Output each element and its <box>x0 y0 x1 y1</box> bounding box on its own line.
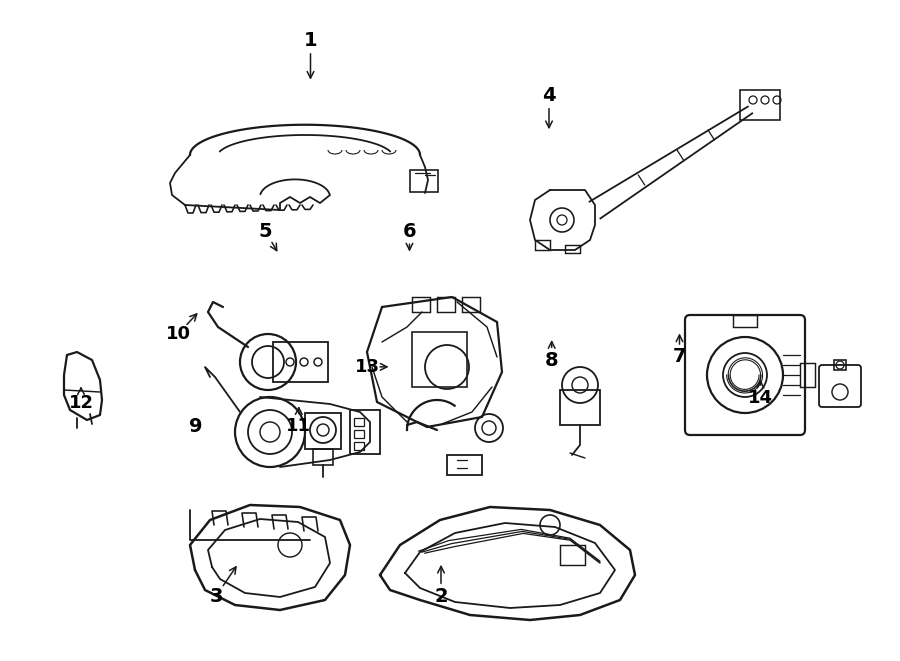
Text: 12: 12 <box>68 394 94 412</box>
Bar <box>740 90 780 120</box>
Text: 14: 14 <box>748 389 773 407</box>
Text: 11: 11 <box>286 417 311 436</box>
Text: 3: 3 <box>209 587 223 605</box>
Bar <box>354 442 364 450</box>
Text: 10: 10 <box>166 325 191 343</box>
Bar <box>354 430 364 438</box>
Bar <box>560 545 585 565</box>
Bar <box>437 297 455 312</box>
Text: 7: 7 <box>673 348 686 366</box>
Bar <box>273 342 328 382</box>
Bar <box>560 390 600 425</box>
Text: 4: 4 <box>542 87 556 105</box>
Bar <box>354 418 364 426</box>
Bar <box>565 245 580 253</box>
Text: 9: 9 <box>189 417 202 436</box>
Bar <box>535 240 550 250</box>
Bar <box>313 449 333 465</box>
Bar <box>410 170 438 192</box>
Bar <box>447 455 482 475</box>
Bar <box>412 332 467 387</box>
Text: 1: 1 <box>303 32 318 50</box>
Text: 13: 13 <box>355 358 380 376</box>
Bar <box>462 297 480 312</box>
Bar <box>834 360 846 370</box>
Text: 8: 8 <box>544 351 559 369</box>
Text: 6: 6 <box>402 222 417 241</box>
Text: 5: 5 <box>258 222 273 241</box>
Bar <box>733 315 757 327</box>
Bar <box>350 410 380 454</box>
Bar <box>412 297 430 312</box>
Bar <box>305 413 341 449</box>
Bar <box>800 363 815 387</box>
Text: 2: 2 <box>434 587 448 605</box>
